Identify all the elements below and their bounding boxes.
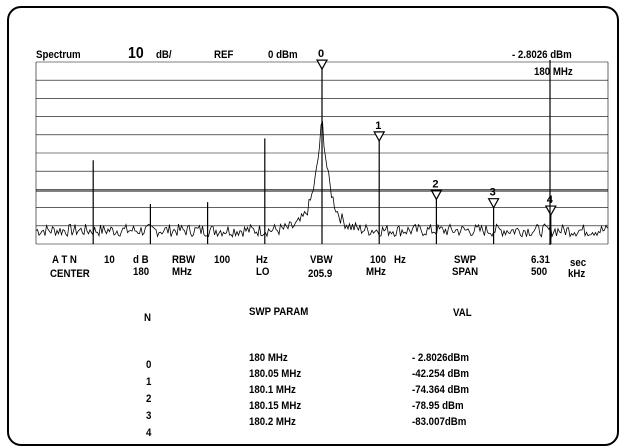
atn-unit: d B <box>133 254 149 266</box>
table-row-n: 4 <box>146 427 152 439</box>
table-row-val: -78.95 dBm <box>412 400 464 412</box>
table-header-val: VAL <box>453 307 472 319</box>
vbw-unit: Hz <box>394 254 406 266</box>
marker-freq-readout: 180 MHz <box>534 66 573 78</box>
center-label: CENTER <box>50 268 90 280</box>
atn-value: 10 <box>104 254 115 266</box>
rbw-value: 100 <box>214 254 231 266</box>
marker-triangle <box>544 205 557 217</box>
table-header-n: N <box>144 312 151 324</box>
center-value: 180 <box>133 266 150 278</box>
table-row-val: -74.364 dBm <box>412 384 470 396</box>
marker-triangle <box>487 198 500 209</box>
span-label: SPAN <box>452 266 479 278</box>
marker-label: 2 <box>432 178 438 190</box>
table-row-n: 3 <box>146 410 152 422</box>
marker-triangle <box>430 189 443 201</box>
table-row-val: - 2.8026dBm <box>412 352 470 364</box>
marker-triangle <box>373 131 386 143</box>
vbw-label: VBW <box>310 254 333 266</box>
span-value: 500 <box>531 266 548 278</box>
marker-triangle <box>315 59 329 71</box>
atn-label: A T N <box>52 254 77 266</box>
table-row-param: 180.15 MHz <box>249 400 302 412</box>
swp-unit: sec <box>570 257 587 269</box>
table-row-n: 0 <box>146 359 152 371</box>
scale-unit: dB/ <box>156 49 172 61</box>
span-unit: kHz <box>568 268 586 280</box>
scale-value: 10 <box>128 45 144 62</box>
table-row-val: -83.007dBm <box>412 416 467 428</box>
marker-label: 0 <box>318 48 324 60</box>
spur-lines <box>92 67 552 244</box>
marker-label: 1 <box>375 120 381 132</box>
center-unit: MHz <box>172 266 192 278</box>
lo-label: LO <box>256 266 270 278</box>
table-row-n: 2 <box>146 393 152 405</box>
mode-label: Spectrum <box>36 49 81 61</box>
vbw-value: 205.9 <box>308 268 333 280</box>
table-row-param: 180.2 MHz <box>249 416 296 428</box>
vbw-unit-mhz: MHz <box>366 266 386 278</box>
vbw-num: 100 <box>370 254 387 266</box>
table-row-param: 180.05 MHz <box>249 368 302 380</box>
swp-value: 6.31 <box>531 254 550 266</box>
swp-label: SWP <box>454 254 477 266</box>
table-row-n: 1 <box>146 376 152 388</box>
rbw-unit: Hz <box>256 254 268 266</box>
ref-label: REF <box>214 49 234 61</box>
markers: 01234 <box>315 48 557 217</box>
rbw-label: RBW <box>172 254 196 266</box>
ref-value: 0 dBm <box>268 49 298 61</box>
marker-label: 3 <box>490 187 496 199</box>
marker-level-readout: - 2.8026 dBm <box>512 49 572 61</box>
table-header-param: SWP PARAM <box>249 306 309 318</box>
table-row-val: -42.254 dBm <box>412 368 470 380</box>
table-row-param: 180.1 MHz <box>249 384 296 396</box>
table-row-param: 180 MHz <box>249 352 288 364</box>
